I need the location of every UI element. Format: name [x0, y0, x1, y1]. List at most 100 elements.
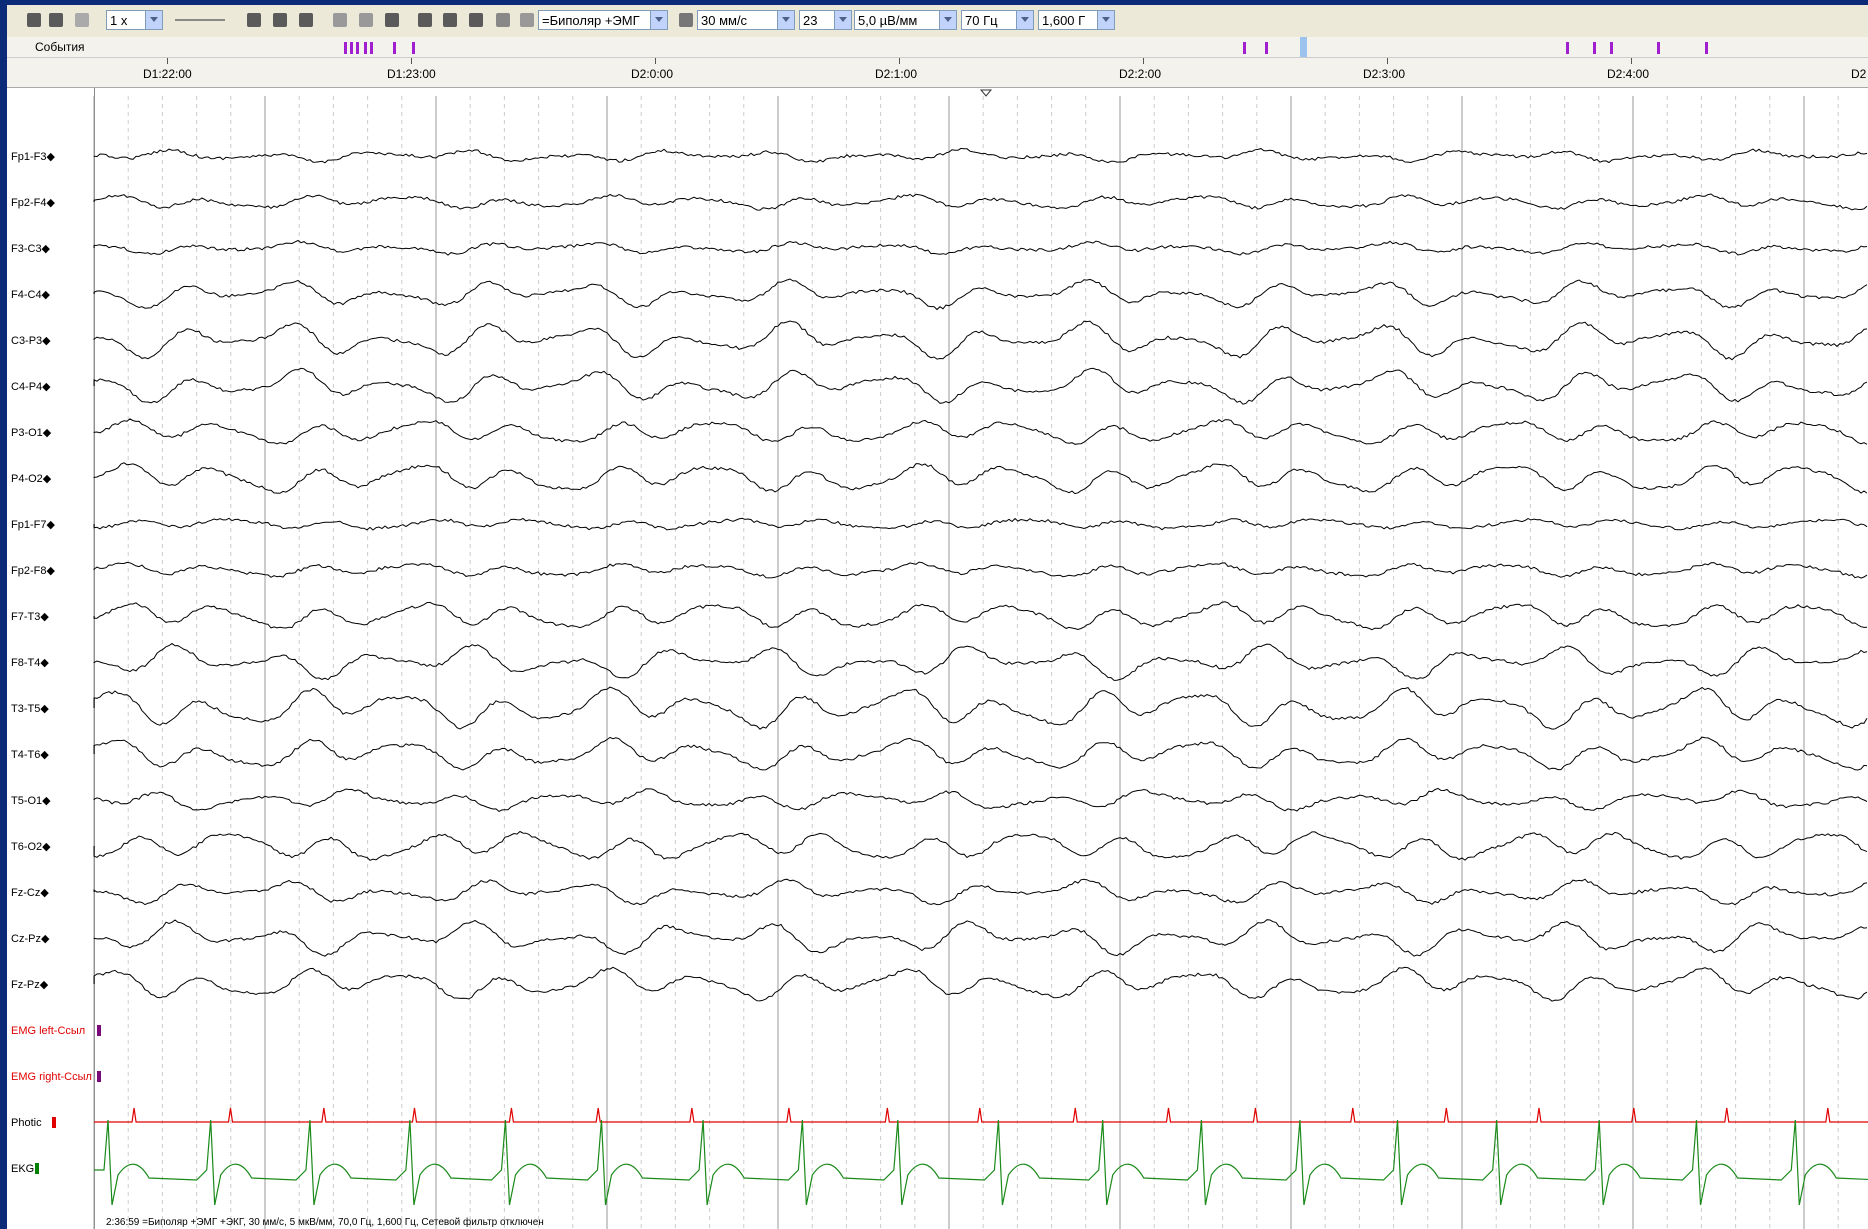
eeg-trace [93, 561, 1868, 579]
channel-label: T6-O2◆ [11, 841, 51, 853]
tool-icon[interactable] [443, 13, 457, 27]
channel-label: T5-O1◆ [11, 795, 51, 807]
channel-marker [52, 1117, 56, 1128]
event-marker [1610, 42, 1613, 54]
time-tick [655, 58, 656, 64]
event-marker [1657, 42, 1660, 54]
channel-label: Fz-Cz◆ [11, 887, 49, 899]
time-label: D2:3:00 [1363, 67, 1406, 81]
event-marker [1566, 42, 1569, 54]
tool-icon[interactable] [496, 13, 510, 27]
channel-label: EMG right-Ссыл [11, 1071, 92, 1083]
status-text: 2:36:59 =Биполяр +ЭМГ +ЭКГ, 30 мм/с, 5 м… [106, 1216, 544, 1228]
channel-label: F4-C4◆ [11, 289, 51, 301]
tool-icon[interactable] [273, 13, 287, 27]
tool-icon[interactable] [520, 13, 534, 27]
eeg-trace [93, 642, 1868, 681]
tool-icon[interactable] [385, 13, 399, 27]
tool-icon[interactable] [299, 13, 313, 27]
event-marker [1265, 42, 1268, 54]
cursor-triangle [979, 89, 993, 97]
time-tick [411, 58, 412, 64]
montage-value: =Биполяр +ЭМГ [542, 13, 640, 28]
zoom-combo[interactable]: 1 x [106, 10, 163, 30]
print-icon[interactable] [49, 13, 63, 27]
sensitivity-value: 5,0 µВ/мм [858, 13, 918, 28]
time-label: D2 [1851, 67, 1867, 81]
event-marker [370, 42, 373, 54]
eeg-trace [93, 239, 1868, 256]
eeg-trace [93, 787, 1868, 812]
channel-label: EMG left-Ссыл [11, 1025, 85, 1037]
eeg-trace [93, 193, 1868, 211]
eeg-trace [93, 830, 1868, 861]
channel-label: Fp1-F7◆ [11, 519, 55, 531]
tool-icon[interactable] [333, 13, 347, 27]
eeg-trace [93, 367, 1868, 405]
page-combo[interactable]: 23 [799, 10, 852, 30]
event-marker [1593, 42, 1596, 54]
channel-label: P3-O1◆ [11, 427, 52, 439]
channel-label: C4-P4◆ [11, 381, 51, 393]
event-marker [356, 42, 359, 54]
time-label: D1:22:00 [143, 67, 192, 81]
eeg-trace [93, 418, 1868, 445]
time-tick [1143, 58, 1144, 64]
save-icon[interactable] [27, 13, 41, 27]
speed-value: 30 мм/с [701, 13, 748, 28]
channel-label: F3-C3◆ [11, 243, 51, 255]
lowpass-combo[interactable]: 70 Гц [961, 10, 1034, 30]
tool-icon[interactable] [418, 13, 432, 27]
event-marker [1705, 42, 1708, 54]
channel-label: Fz-Pz◆ [11, 979, 49, 991]
channel-label: EKG [11, 1163, 34, 1175]
event-marker [364, 42, 367, 54]
cursor-marker [1300, 37, 1307, 57]
photic-trace [94, 1107, 1868, 1123]
channel-label: P4-O2◆ [11, 473, 52, 485]
time-label: D1:23:00 [387, 67, 436, 81]
time-label: D2:4:00 [1607, 67, 1650, 81]
eeg-traces: Fp1-F3◆ Fp2-F4◆ F3-C3◆ F4-C4◆ C3-P3◆ C4-P4◆ P3… [7, 88, 1868, 1229]
eeg-viewer: 1 x =Биполяр +ЭМГ 30 мм/с 23 5,0 µВ/мм 7… [7, 5, 1868, 1229]
time-tick [1387, 58, 1388, 64]
page-value: 23 [803, 13, 818, 28]
eeg-trace [93, 736, 1868, 771]
channel-label: Fp2-F8◆ [11, 565, 55, 577]
stop-icon[interactable] [75, 13, 89, 27]
zoom-value: 1 x [110, 13, 128, 28]
slider[interactable] [175, 19, 225, 21]
montage-combo[interactable]: =Биполяр +ЭМГ [538, 10, 668, 30]
back-icon[interactable] [679, 13, 693, 27]
events-row: События [7, 37, 1868, 58]
sensitivity-combo[interactable]: 5,0 µВ/мм [854, 10, 957, 30]
eeg-trace [93, 966, 1868, 1002]
time-axis: D1:22:00 D1:23:00 D2:0:00 D2:1:00 D2:2:00 D2:… [7, 58, 1868, 88]
eeg-trace [93, 686, 1868, 730]
time-label: D2:2:00 [1119, 67, 1162, 81]
time-label: D2:0:00 [631, 67, 674, 81]
speed-combo[interactable]: 30 мм/с [697, 10, 795, 30]
toolbar: 1 x =Биполяр +ЭМГ 30 мм/с 23 5,0 µВ/мм 7… [7, 5, 1868, 38]
highpass-combo[interactable]: 1,600 Г [1038, 10, 1115, 30]
event-marker [1243, 42, 1246, 54]
tool-icon[interactable] [469, 13, 483, 27]
eeg-trace [93, 517, 1868, 531]
event-marker [344, 42, 347, 54]
ekg-trace [94, 1119, 1868, 1206]
channel-label: Fp1-F3◆ [11, 151, 55, 163]
event-marker [393, 42, 396, 54]
eeg-trace [93, 919, 1868, 957]
label-column [7, 88, 94, 1229]
time-tick [167, 58, 168, 64]
channel-label: Fp2-F4◆ [11, 197, 55, 209]
eeg-trace [93, 320, 1868, 361]
tool-icon[interactable] [359, 13, 373, 27]
highpass-value: 1,600 Г [1042, 13, 1086, 28]
channel-label: T4-T6◆ [11, 749, 49, 761]
time-tick [1631, 58, 1632, 64]
eeg-trace [93, 278, 1868, 311]
channel-label: T3-T5◆ [11, 703, 49, 715]
channel-label: F7-T3◆ [11, 611, 49, 623]
tool-icon[interactable] [247, 13, 261, 27]
